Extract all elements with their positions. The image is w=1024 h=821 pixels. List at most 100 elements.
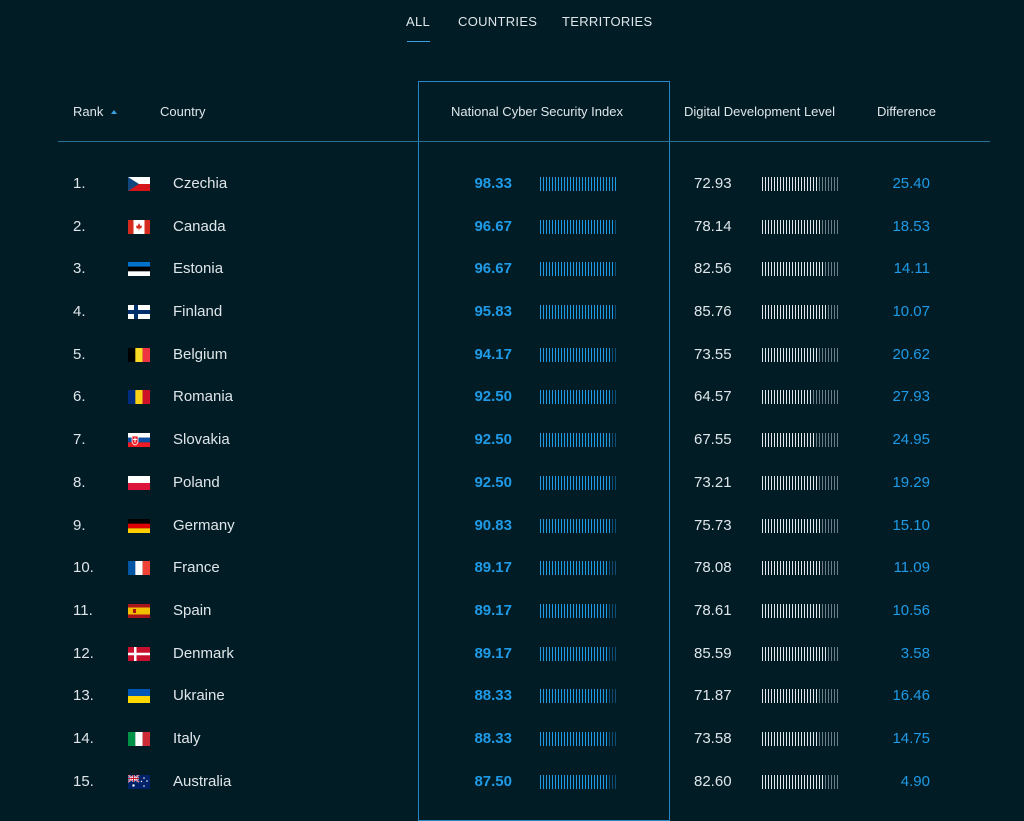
bar-tick <box>561 689 562 704</box>
bar-tick <box>762 262 763 277</box>
country-name-cell[interactable]: Poland <box>173 473 220 491</box>
bar-tick <box>549 177 550 191</box>
bar-tick <box>591 603 592 618</box>
bar-tick <box>822 731 823 746</box>
bar-tick <box>597 390 598 405</box>
table-row[interactable]: 9. Germany 90.83 75.73 15.10 <box>0 505 1024 548</box>
bar-tick <box>825 433 826 448</box>
bar-tick <box>585 219 586 234</box>
bar-tick <box>579 603 580 618</box>
bar-tick <box>807 561 808 576</box>
bar-tick <box>615 262 616 277</box>
country-name-cell[interactable]: Italy <box>173 729 201 747</box>
bar-tick <box>819 347 820 362</box>
bar-tick <box>588 390 589 405</box>
tab-all[interactable]: ALL <box>406 14 431 29</box>
bar-tick <box>822 347 823 362</box>
bar-tick <box>588 603 589 618</box>
bar-tick <box>765 433 766 448</box>
country-name-cell[interactable]: Denmark <box>173 644 234 662</box>
bar-tick <box>576 262 577 277</box>
country-name-cell[interactable]: Slovakia <box>173 431 230 449</box>
country-name-cell[interactable]: Finland <box>173 303 223 321</box>
ncsi-bar <box>540 390 618 405</box>
bar-tick <box>789 475 790 490</box>
table-row[interactable]: 3. Estonia 96.67 82.56 14.11 <box>0 248 1024 291</box>
bar-tick <box>561 390 562 405</box>
bar-tick <box>573 433 574 448</box>
bar-tick <box>582 689 583 704</box>
country-name-cell[interactable]: Ukraine <box>173 687 225 705</box>
country-name-cell[interactable]: Estonia <box>173 260 224 278</box>
bar-tick <box>552 177 553 191</box>
bar-tick <box>591 219 592 234</box>
bar-tick <box>573 689 574 704</box>
bar-tick <box>801 561 802 576</box>
table-row[interactable]: 13. Ukraine 88.33 71.87 16.46 <box>0 675 1024 718</box>
bar-tick <box>609 347 610 362</box>
table-row[interactable]: 6. Romania 92.50 64.57 27.93 <box>0 376 1024 419</box>
bar-tick <box>792 774 793 789</box>
ncsi-column-header[interactable]: National Cyber Security Index <box>451 104 623 119</box>
country-name-cell[interactable]: Australia <box>173 772 232 790</box>
bar-tick <box>603 731 604 746</box>
country-name-cell[interactable]: Canada <box>173 217 226 235</box>
table-row[interactable]: 7. Slovakia 92.50 67.55 24.95 <box>0 419 1024 462</box>
table-row[interactable]: 11. Spain 89.17 78.61 10.56 <box>0 590 1024 633</box>
bar-tick <box>597 475 598 490</box>
ncsi-score-cell: 89.17 <box>474 601 512 619</box>
country-name-cell[interactable]: Germany <box>173 516 235 534</box>
bar-tick <box>798 646 799 661</box>
country-name-cell[interactable]: Spain <box>173 601 212 619</box>
country-column-header[interactable]: Country <box>160 104 206 119</box>
bar-tick <box>564 177 565 191</box>
table-row[interactable]: 4. Finland 95.83 85.76 10.07 <box>0 291 1024 334</box>
bar-tick <box>582 518 583 533</box>
bar-tick <box>579 305 580 320</box>
table-row[interactable]: 14. Italy 88.33 73.58 14.75 <box>0 718 1024 761</box>
country-name-cell[interactable]: Czechia <box>173 175 228 192</box>
bar-tick <box>606 433 607 448</box>
bar-tick <box>801 689 802 704</box>
bar-tick <box>552 689 553 704</box>
bar-tick <box>825 774 826 789</box>
table-row[interactable]: 15. Australia 87.50 82.60 4.90 <box>0 761 1024 804</box>
table-row[interactable]: 2. Canada 96.67 78.14 18.53 <box>0 206 1024 249</box>
bar-tick <box>558 646 559 661</box>
difference-column-header[interactable]: Difference <box>877 104 937 119</box>
table-row[interactable]: 5. Belgium 94.17 73.55 20.62 <box>0 334 1024 377</box>
tab-territories[interactable]: TERRITORIES <box>562 14 653 29</box>
country-name-cell[interactable]: France <box>173 559 220 577</box>
bar-tick <box>591 433 592 448</box>
bar-tick <box>807 219 808 234</box>
table-row[interactable]: 12. Denmark 89.17 85.59 3.58 <box>0 633 1024 676</box>
bar-tick <box>615 433 616 448</box>
bar-tick <box>594 518 595 533</box>
table-row[interactable]: 1. Czechia 98.33 72.93 25.40 <box>0 163 1024 206</box>
tab-countries[interactable]: COUNTRIES <box>458 14 538 29</box>
bar-tick <box>828 646 829 661</box>
bar-tick <box>570 689 571 704</box>
table-row[interactable]: 10. France 89.17 78.08 11.09 <box>0 547 1024 590</box>
bar-tick <box>582 219 583 234</box>
bar-tick <box>813 262 814 277</box>
rank-column-header[interactable]: Rank <box>73 104 118 119</box>
bar-tick <box>762 774 763 789</box>
country-name-cell[interactable]: Belgium <box>173 345 228 363</box>
bar-tick <box>579 774 580 789</box>
bar-tick <box>600 177 601 191</box>
bar-tick <box>804 561 805 576</box>
bar-tick <box>600 347 601 362</box>
bar-tick <box>558 774 559 789</box>
bar-tick <box>561 731 562 746</box>
bar-tick <box>795 731 796 746</box>
country-name-cell[interactable]: Romania <box>173 388 234 406</box>
bar-tick <box>597 262 598 277</box>
ddl-column-header[interactable]: Digital Development Level <box>684 104 836 119</box>
bar-tick <box>576 774 577 789</box>
bar-tick <box>615 689 616 704</box>
bar-tick <box>816 262 817 277</box>
bar-tick <box>777 177 778 191</box>
table-row[interactable]: 8. Poland 92.50 73.21 19.29 <box>0 462 1024 505</box>
bar-tick <box>762 347 763 362</box>
